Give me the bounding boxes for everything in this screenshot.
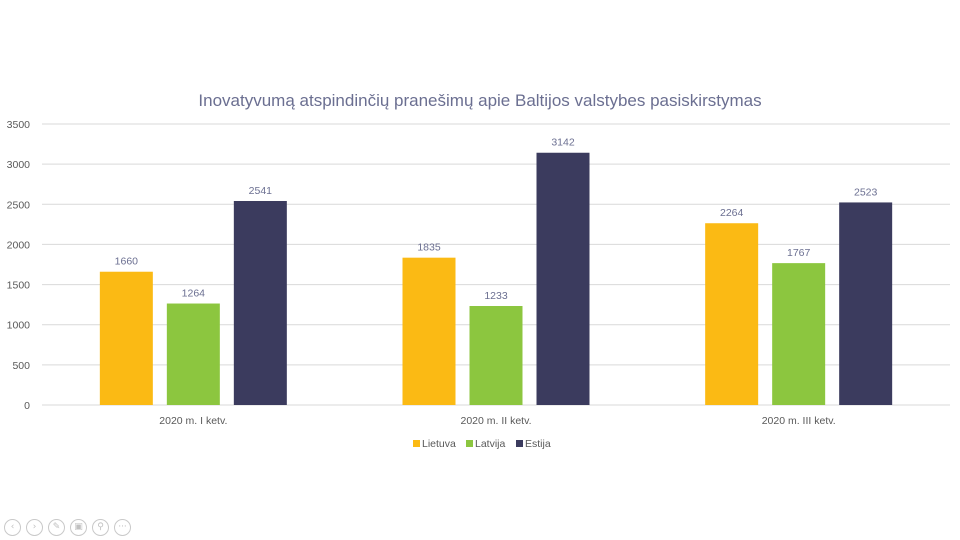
legend-swatch xyxy=(516,440,523,447)
zoom-icon[interactable]: ⚲ xyxy=(92,519,109,536)
data-label: 1835 xyxy=(417,242,441,254)
x-category-label: 2020 m. II ketv. xyxy=(460,415,531,427)
x-category-label: 2020 m. I ketv. xyxy=(159,415,227,427)
y-tick-label: 2000 xyxy=(7,239,31,251)
slides-icon[interactable]: ▣ xyxy=(70,519,87,536)
slideshow-toolbar: ‹ › ✎ ▣ ⚲ ··· xyxy=(4,519,131,536)
data-label: 2541 xyxy=(249,185,273,197)
y-tick-label: 2500 xyxy=(7,199,31,211)
bar-lietuva xyxy=(705,223,759,405)
data-label: 1233 xyxy=(484,290,508,302)
data-label: 1264 xyxy=(182,288,206,300)
bar-latvija xyxy=(469,306,523,405)
legend-label: Estija xyxy=(525,438,551,450)
legend-label: Latvija xyxy=(475,438,506,450)
previous-icon[interactable]: ‹ xyxy=(4,519,21,536)
bar-latvija xyxy=(772,263,826,405)
y-tick-label: 1000 xyxy=(7,320,31,332)
bar-lietuva xyxy=(99,271,153,405)
y-tick-label: 3500 xyxy=(7,119,31,131)
chart-title: Inovatyvumą atspindinčių pranešimų apie … xyxy=(198,91,761,110)
more-icon[interactable]: ··· xyxy=(114,519,131,536)
y-tick-label: 0 xyxy=(24,400,30,412)
bar-latvija xyxy=(166,303,220,405)
bar-lietuva xyxy=(402,257,456,405)
x-category-label: 2020 m. III ketv. xyxy=(762,415,836,427)
bar-estija xyxy=(839,202,893,405)
legend-label: Lietuva xyxy=(422,438,456,450)
data-label: 2264 xyxy=(720,207,744,219)
next-icon[interactable]: › xyxy=(26,519,43,536)
bar-estija xyxy=(536,152,590,405)
y-tick-label: 3000 xyxy=(7,159,31,171)
data-label: 1660 xyxy=(115,256,139,268)
data-label: 2523 xyxy=(854,186,878,198)
legend-swatch xyxy=(466,440,473,447)
y-tick-label: 1500 xyxy=(7,280,31,292)
data-label: 1767 xyxy=(787,247,811,259)
bar-estija xyxy=(233,200,287,405)
data-label: 3142 xyxy=(551,137,575,149)
y-tick-label: 500 xyxy=(12,360,30,372)
pen-icon[interactable]: ✎ xyxy=(48,519,65,536)
legend-swatch xyxy=(413,440,420,447)
